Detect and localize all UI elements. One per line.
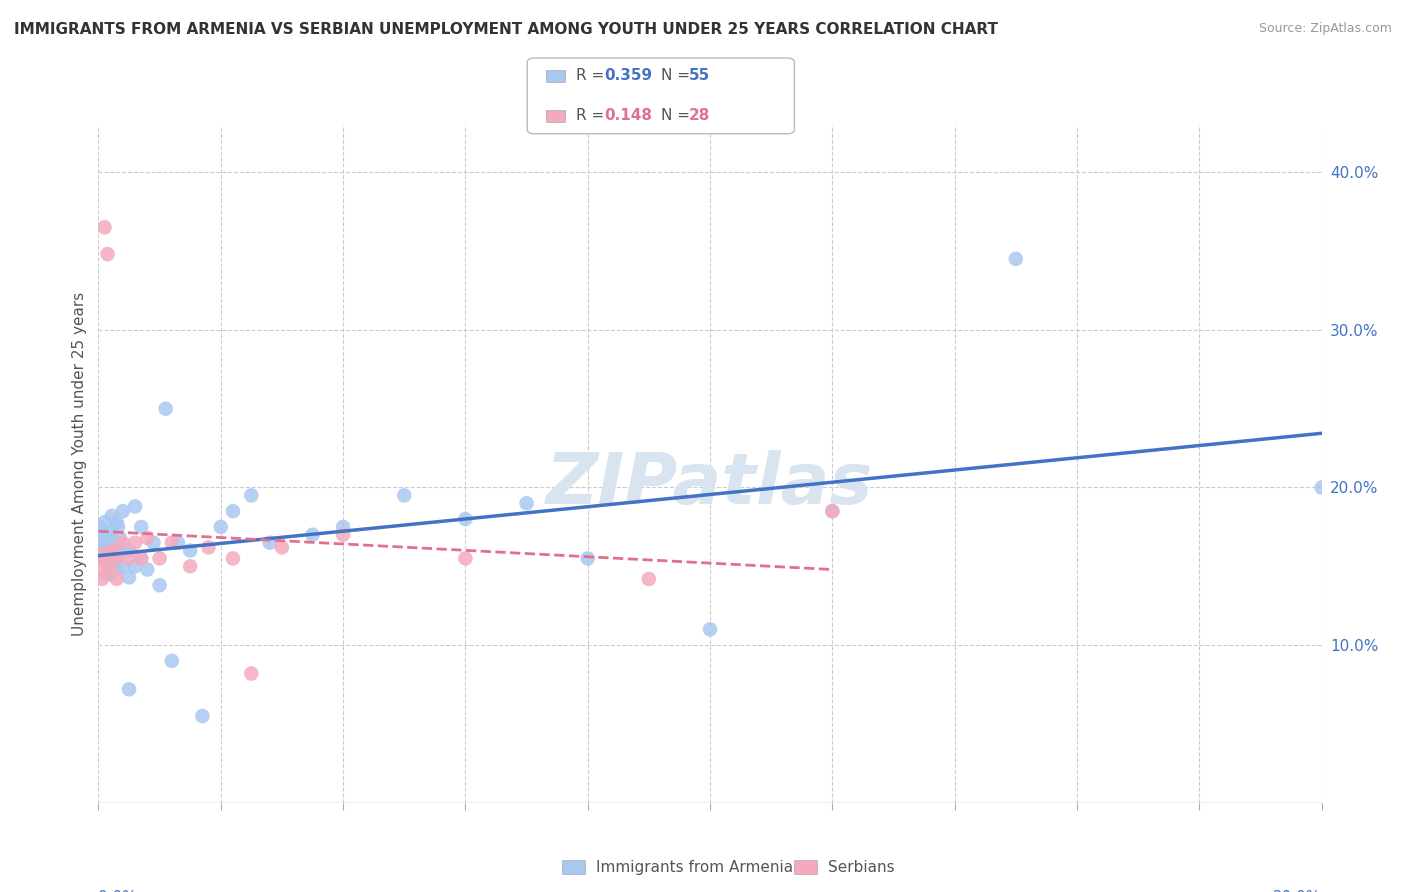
- Point: [89, 520, 111, 534]
- Point: [111, 543, 134, 558]
- Point: [107, 520, 129, 534]
- Point: [91, 543, 114, 558]
- Point: [332, 520, 354, 534]
- Point: [124, 559, 146, 574]
- Text: R =: R =: [576, 109, 610, 123]
- Text: 0.0%: 0.0%: [98, 889, 138, 892]
- Point: [105, 551, 128, 566]
- Point: [96, 567, 118, 582]
- Point: [111, 535, 134, 549]
- Text: IMMIGRANTS FROM ARMENIA VS SERBIAN UNEMPLOYMENT AMONG YOUTH UNDER 25 YEARS CORRE: IMMIGRANTS FROM ARMENIA VS SERBIAN UNEMP…: [14, 22, 998, 37]
- Point: [124, 535, 146, 549]
- Text: ZIPatlas: ZIPatlas: [547, 450, 873, 518]
- Point: [270, 541, 292, 555]
- Point: [93, 220, 115, 235]
- Point: [167, 535, 190, 549]
- Point: [103, 543, 125, 558]
- Point: [90, 551, 112, 566]
- Point: [97, 531, 120, 545]
- Point: [136, 562, 159, 576]
- Point: [89, 551, 111, 566]
- Point: [103, 535, 125, 549]
- Point: [149, 551, 172, 566]
- Y-axis label: Unemployment Among Youth under 25 years: Unemployment Among Youth under 25 years: [72, 292, 87, 636]
- Point: [197, 541, 219, 555]
- Point: [142, 535, 165, 549]
- Point: [160, 654, 183, 668]
- Point: [97, 247, 120, 261]
- Point: [111, 504, 134, 518]
- Point: [155, 401, 177, 416]
- Point: [118, 543, 141, 558]
- Text: Serbians: Serbians: [828, 860, 894, 874]
- Point: [699, 623, 721, 637]
- Point: [240, 666, 263, 681]
- Point: [1310, 481, 1333, 495]
- Point: [1004, 252, 1026, 266]
- Point: [301, 528, 323, 542]
- Point: [100, 524, 122, 539]
- Point: [94, 551, 117, 566]
- Point: [821, 504, 844, 518]
- Point: [93, 515, 115, 529]
- Point: [105, 541, 128, 555]
- Point: [100, 567, 122, 582]
- Point: [101, 508, 124, 523]
- Point: [90, 562, 112, 576]
- Point: [111, 559, 134, 574]
- Point: [454, 512, 477, 526]
- Point: [392, 488, 416, 502]
- Point: [91, 547, 114, 561]
- Point: [160, 535, 183, 549]
- Point: [821, 504, 844, 518]
- Point: [136, 531, 159, 545]
- Point: [100, 547, 122, 561]
- Point: [118, 551, 141, 566]
- Point: [108, 531, 131, 545]
- Point: [191, 709, 214, 723]
- Point: [105, 551, 128, 566]
- Text: 0.359: 0.359: [605, 69, 652, 83]
- Point: [179, 559, 201, 574]
- Text: R =: R =: [576, 69, 610, 83]
- Point: [100, 547, 122, 561]
- Point: [454, 551, 477, 566]
- Point: [97, 559, 120, 574]
- Text: N =: N =: [661, 69, 695, 83]
- Point: [149, 578, 172, 592]
- Text: 55: 55: [689, 69, 710, 83]
- Point: [98, 551, 121, 566]
- Text: Immigrants from Armenia: Immigrants from Armenia: [596, 860, 793, 874]
- Point: [105, 562, 128, 576]
- Point: [94, 551, 117, 566]
- Point: [259, 535, 281, 549]
- Point: [332, 528, 354, 542]
- Point: [89, 535, 111, 549]
- Point: [209, 520, 232, 534]
- Text: 0.148: 0.148: [605, 109, 652, 123]
- Point: [637, 572, 661, 586]
- Text: Source: ZipAtlas.com: Source: ZipAtlas.com: [1258, 22, 1392, 36]
- Point: [129, 520, 152, 534]
- Point: [93, 535, 115, 549]
- Point: [516, 496, 538, 510]
- Point: [222, 551, 245, 566]
- Point: [105, 572, 128, 586]
- Point: [105, 515, 128, 529]
- Point: [118, 682, 141, 697]
- Text: 20.0%: 20.0%: [1274, 889, 1322, 892]
- Point: [576, 551, 599, 566]
- Point: [91, 572, 114, 586]
- Point: [240, 488, 263, 502]
- Point: [124, 500, 146, 514]
- Point: [91, 528, 114, 542]
- Point: [129, 551, 152, 566]
- Point: [129, 551, 152, 566]
- Point: [100, 562, 122, 576]
- Point: [222, 504, 245, 518]
- Point: [118, 570, 141, 584]
- Text: N =: N =: [661, 109, 695, 123]
- Point: [179, 543, 201, 558]
- Text: 28: 28: [689, 109, 710, 123]
